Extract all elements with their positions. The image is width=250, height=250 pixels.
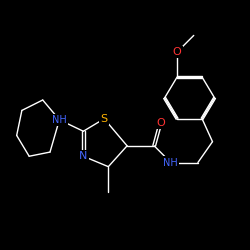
Text: O: O — [156, 118, 165, 128]
Text: NH: NH — [164, 158, 178, 168]
Text: O: O — [173, 47, 182, 57]
Text: S: S — [100, 114, 108, 124]
Text: N: N — [79, 151, 88, 161]
Text: NH: NH — [52, 115, 67, 125]
